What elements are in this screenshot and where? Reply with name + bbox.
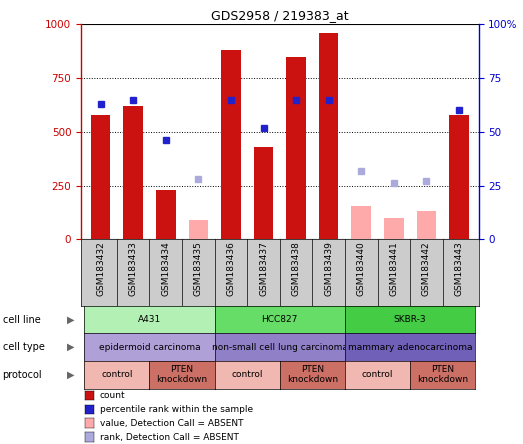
Text: rank, Detection Call = ABSENT: rank, Detection Call = ABSENT <box>100 432 238 442</box>
Text: A431: A431 <box>138 315 161 324</box>
Text: mammary adenocarcinoma: mammary adenocarcinoma <box>348 343 472 352</box>
Text: HCC827: HCC827 <box>262 315 298 324</box>
Text: PTEN
knockdown: PTEN knockdown <box>287 365 338 385</box>
Text: PTEN
knockdown: PTEN knockdown <box>417 365 468 385</box>
Text: SKBR-3: SKBR-3 <box>394 315 426 324</box>
Text: percentile rank within the sample: percentile rank within the sample <box>100 405 253 414</box>
Bar <box>254 147 274 239</box>
Bar <box>286 57 306 239</box>
Bar <box>156 190 176 239</box>
Text: GSM183435: GSM183435 <box>194 242 203 296</box>
Text: control: control <box>232 370 263 379</box>
Text: GSM183437: GSM183437 <box>259 242 268 296</box>
Text: protocol: protocol <box>3 370 42 380</box>
Text: GSM183434: GSM183434 <box>161 242 170 296</box>
Text: GSM183433: GSM183433 <box>129 242 138 296</box>
Text: GSM183443: GSM183443 <box>454 242 463 296</box>
Bar <box>91 115 110 239</box>
Text: control: control <box>362 370 393 379</box>
Text: ▶: ▶ <box>67 315 74 325</box>
Text: cell type: cell type <box>3 342 44 352</box>
Bar <box>123 106 143 239</box>
Bar <box>449 115 469 239</box>
Text: GSM183440: GSM183440 <box>357 242 366 296</box>
Bar <box>384 218 404 239</box>
Bar <box>221 50 241 239</box>
Text: GSM183442: GSM183442 <box>422 242 431 296</box>
Text: ▶: ▶ <box>67 342 74 352</box>
Bar <box>189 220 208 239</box>
Text: non-small cell lung carcinoma: non-small cell lung carcinoma <box>212 343 348 352</box>
Text: ▶: ▶ <box>67 370 74 380</box>
Bar <box>417 211 436 239</box>
Bar <box>351 206 371 239</box>
Bar <box>319 33 338 239</box>
Text: epidermoid carcinoma: epidermoid carcinoma <box>99 343 200 352</box>
Text: GSM183438: GSM183438 <box>292 242 301 296</box>
Text: PTEN
knockdown: PTEN knockdown <box>156 365 208 385</box>
Title: GDS2958 / 219383_at: GDS2958 / 219383_at <box>211 9 349 22</box>
Text: GSM183432: GSM183432 <box>96 242 105 296</box>
Text: GSM183436: GSM183436 <box>226 242 235 296</box>
Text: GSM183439: GSM183439 <box>324 242 333 296</box>
Text: value, Detection Call = ABSENT: value, Detection Call = ABSENT <box>100 419 243 428</box>
Text: count: count <box>100 391 126 400</box>
Text: control: control <box>101 370 133 379</box>
Text: GSM183441: GSM183441 <box>389 242 399 296</box>
Text: cell line: cell line <box>3 315 40 325</box>
